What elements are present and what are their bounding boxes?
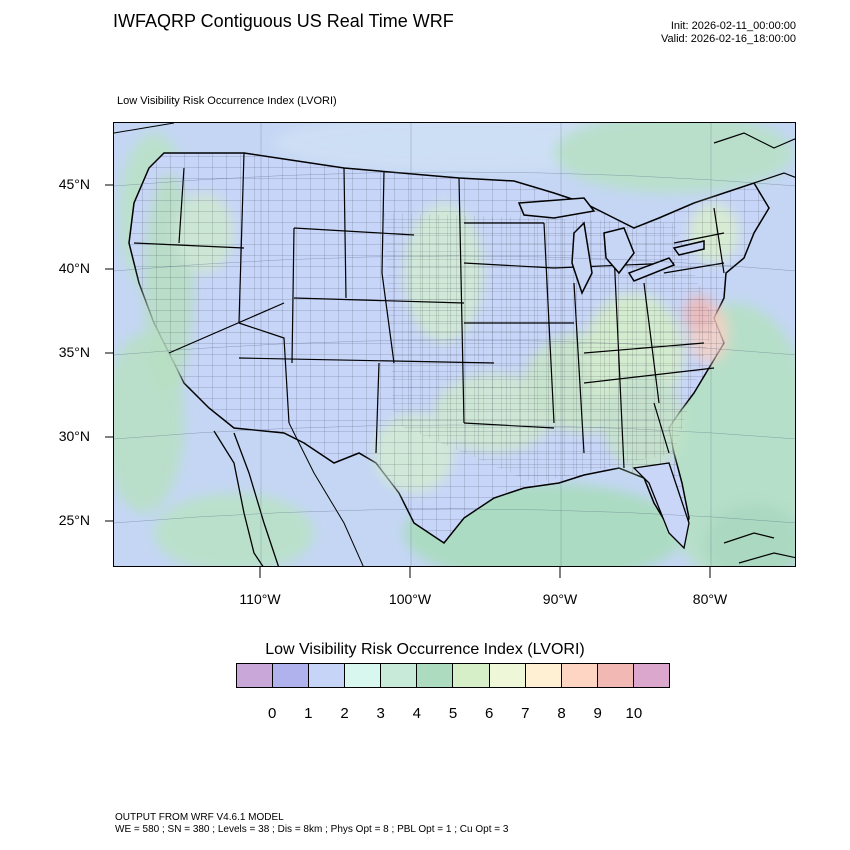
colorbar-tick-label: 10 — [625, 705, 643, 722]
lon-label-110w: 110°W — [239, 591, 281, 607]
init-time: Init: 2026-02-11_00:00:00 — [670, 20, 796, 32]
colorbar-swatch — [417, 664, 454, 687]
lat-label-35n: 35°N — [58, 344, 90, 360]
field-label: Low Visibility Risk Occurrence Index (LV… — [117, 95, 337, 107]
colorbar-swatch — [309, 664, 346, 687]
colorbar-swatch — [525, 664, 562, 687]
model-footer: OUTPUT FROM WRF V4.6.1 MODEL WE = 580 ; … — [115, 812, 508, 836]
colorbar-swatch — [381, 664, 418, 687]
colorbar-swatch — [345, 664, 382, 687]
lon-label-80w: 80°W — [692, 591, 728, 607]
colorbar-swatch — [453, 664, 490, 687]
lat-label-25n: 25°N — [58, 512, 90, 528]
colorbar-tick-label: 7 — [521, 705, 530, 722]
footer-model-line: OUTPUT FROM WRF V4.6.1 MODEL — [115, 812, 284, 823]
colorbar-tick-label: 4 — [412, 705, 421, 722]
valid-time: Valid: 2026-02-16_18:00:00 — [661, 33, 796, 45]
lat-label-30n: 30°N — [58, 428, 90, 444]
map-title: IWFAQRP Contiguous US Real Time WRF — [113, 11, 454, 31]
colorbar-swatch — [273, 664, 310, 687]
colorbar — [236, 663, 670, 688]
colorbar-tick-label: 8 — [557, 705, 566, 722]
colorbar-tick-label: 1 — [304, 705, 313, 722]
colorbar-tick-label: 2 — [340, 705, 349, 722]
colorbar-tick-label: 6 — [484, 705, 494, 722]
lon-label-100w: 100°W — [388, 591, 432, 607]
colorbar-swatch — [633, 664, 669, 687]
colorbar-tick-label: 9 — [593, 705, 602, 722]
colorbar-swatch — [489, 664, 526, 687]
colorbar-tick-label: 3 — [376, 705, 385, 722]
lat-label-40n: 40°N — [58, 260, 90, 276]
colorbar-swatch — [597, 664, 634, 687]
colorbar-swatch — [561, 664, 598, 687]
colorbar-tick-label: 0 — [267, 705, 277, 722]
colorbar-swatch — [237, 664, 274, 687]
us-map-graphic — [114, 123, 795, 566]
footer-config-line: WE = 580 ; SN = 380 ; Levels = 38 ; Dis … — [115, 824, 509, 835]
lon-label-90w: 90°W — [542, 591, 578, 607]
colorbar-tick-label: 5 — [448, 705, 458, 722]
map-panel — [113, 122, 796, 567]
colorbar-title: Low Visibility Risk Occurrence Index (LV… — [265, 641, 585, 658]
run-time-info: Init: 2026-02-11_00:00:00 Valid: 2026-02… — [661, 20, 796, 46]
lat-label-45n: 45°N — [58, 176, 90, 192]
